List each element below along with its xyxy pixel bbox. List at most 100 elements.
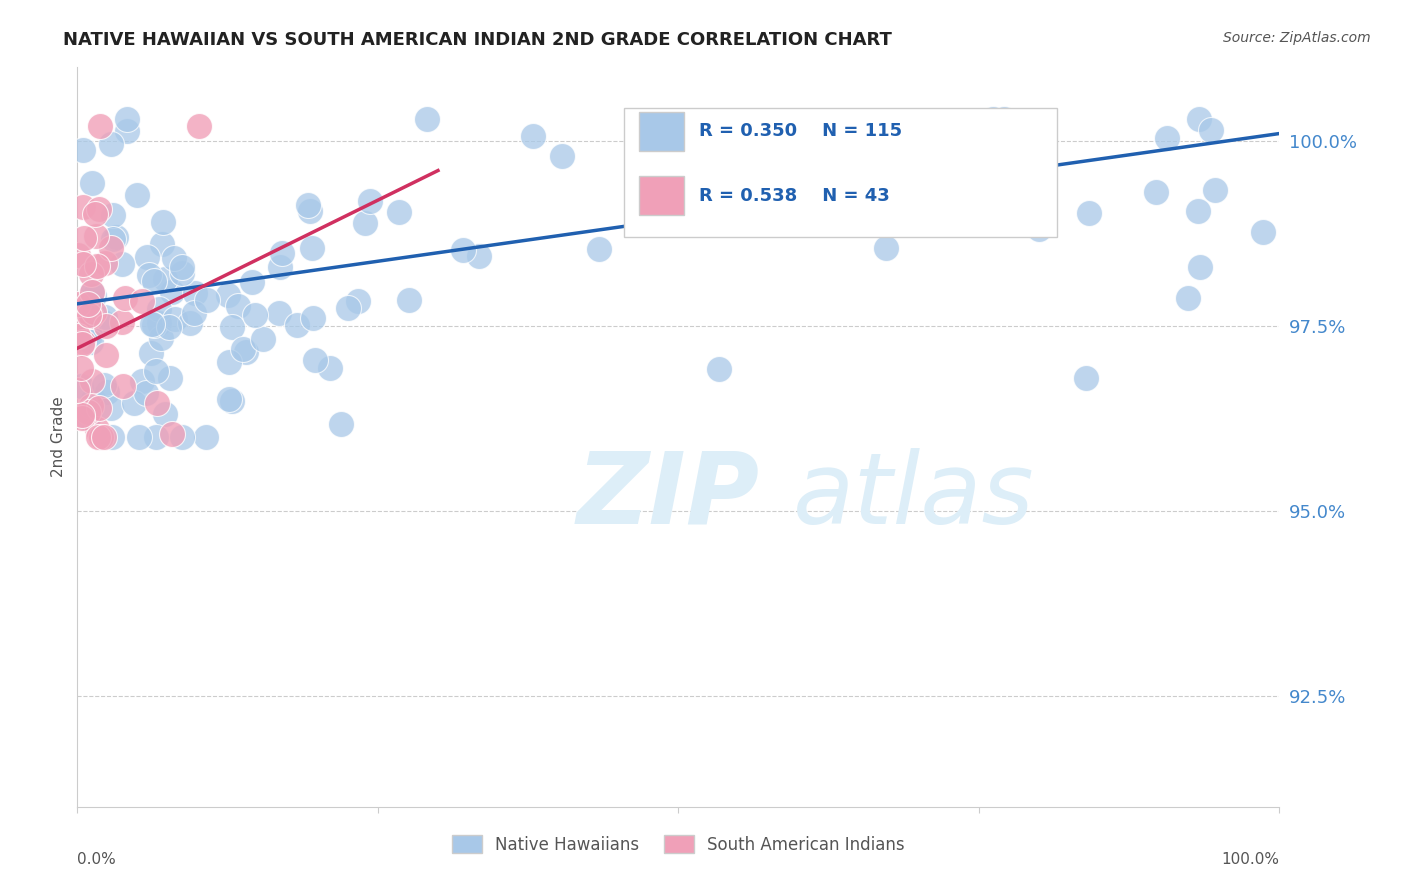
Point <box>304 352 326 367</box>
Point <box>153 407 176 421</box>
Point <box>858 156 880 170</box>
Point <box>252 332 274 346</box>
Point <box>301 310 323 325</box>
Point <box>301 241 323 255</box>
Point <box>1177 291 1199 305</box>
Point <box>89 119 111 133</box>
Point <box>84 229 107 244</box>
Point <box>77 308 100 322</box>
Point <box>96 385 118 400</box>
Point <box>76 297 98 311</box>
Point <box>93 430 115 444</box>
Text: ZIP: ZIP <box>576 448 759 545</box>
Point <box>1199 122 1222 136</box>
Point <box>163 251 186 265</box>
Point <box>94 348 117 362</box>
Point <box>80 399 103 413</box>
Point <box>143 274 166 288</box>
Point <box>267 306 290 320</box>
Point <box>66 297 89 311</box>
Point <box>157 319 180 334</box>
Point <box>346 293 368 308</box>
Point <box>1189 260 1212 275</box>
Point <box>271 246 294 260</box>
Point <box>115 112 138 126</box>
Point <box>79 328 101 343</box>
Point <box>87 401 110 415</box>
Point <box>329 417 352 431</box>
Bar <box>638 177 685 215</box>
Point <box>100 401 122 415</box>
Point <box>803 158 825 172</box>
Point <box>100 430 122 444</box>
Point <box>128 430 150 444</box>
Point <box>1028 222 1050 236</box>
Y-axis label: 2nd Grade: 2nd Grade <box>51 397 66 477</box>
Point <box>138 268 160 283</box>
Point <box>817 147 839 161</box>
Point <box>1251 225 1274 239</box>
Point <box>875 242 897 256</box>
Point <box>336 301 359 315</box>
Point <box>1156 131 1178 145</box>
Point <box>94 256 117 270</box>
Text: atlas: atlas <box>793 448 1035 545</box>
Point <box>148 316 170 330</box>
Point <box>240 275 263 289</box>
Point <box>170 260 193 275</box>
Point <box>1188 112 1211 126</box>
Point <box>94 319 117 334</box>
Point <box>318 361 340 376</box>
Point <box>148 302 170 317</box>
Point <box>70 336 93 351</box>
Point <box>111 315 134 329</box>
Point <box>145 364 167 378</box>
Point <box>80 374 103 388</box>
Point <box>87 202 110 216</box>
Point <box>353 216 375 230</box>
Point <box>297 198 319 212</box>
Point <box>111 257 134 271</box>
Point <box>299 203 322 218</box>
Point <box>94 310 117 324</box>
Text: Source: ZipAtlas.com: Source: ZipAtlas.com <box>1223 31 1371 45</box>
Point <box>150 331 173 345</box>
Text: NATIVE HAWAIIAN VS SOUTH AMERICAN INDIAN 2ND GRADE CORRELATION CHART: NATIVE HAWAIIAN VS SOUTH AMERICAN INDIAN… <box>63 31 893 49</box>
Point <box>66 248 89 262</box>
Point <box>398 293 420 308</box>
Point <box>131 293 153 308</box>
FancyBboxPatch shape <box>624 108 1057 237</box>
Point <box>80 334 103 349</box>
Point <box>808 188 831 202</box>
Point <box>136 250 159 264</box>
Point <box>160 426 183 441</box>
Point <box>100 137 122 152</box>
Point <box>141 317 163 331</box>
Point <box>152 214 174 228</box>
Point <box>77 404 100 418</box>
Point <box>1187 204 1209 219</box>
Point <box>936 194 959 208</box>
Point <box>70 379 93 393</box>
Point <box>980 176 1002 190</box>
Point <box>125 187 148 202</box>
Point <box>77 411 100 425</box>
Point <box>73 230 96 244</box>
Point <box>285 318 308 332</box>
Point <box>228 299 250 313</box>
Point <box>685 122 707 136</box>
Point <box>1076 371 1098 385</box>
Point <box>80 285 103 300</box>
Point <box>188 119 211 133</box>
Point <box>83 289 105 303</box>
Text: 100.0%: 100.0% <box>1222 852 1279 867</box>
Point <box>1144 185 1167 199</box>
Point <box>388 204 411 219</box>
Point <box>235 345 257 359</box>
Point <box>690 118 713 132</box>
Point <box>72 335 94 350</box>
Point <box>86 260 108 274</box>
Point <box>179 316 201 330</box>
Point <box>451 243 474 257</box>
Point <box>80 176 103 190</box>
